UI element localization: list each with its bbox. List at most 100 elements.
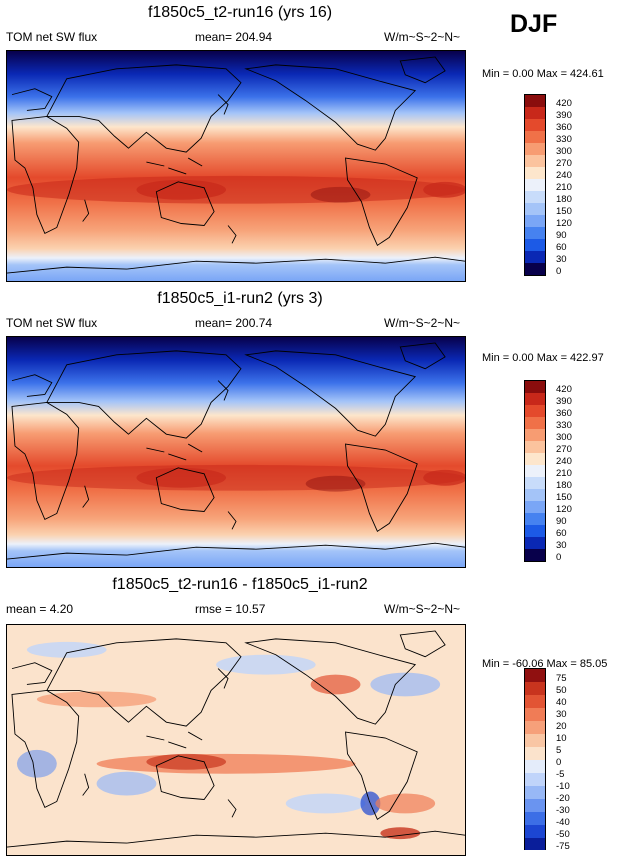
panel1-minmax: Min = 0.00 Max = 424.61 xyxy=(482,68,604,80)
panel1-units-label: W/m~S~2~N~ xyxy=(384,30,461,44)
panel3-tick-label: 0 xyxy=(556,757,562,768)
panel1-colorbar-bin xyxy=(525,131,545,143)
panel1-colorbar-bin xyxy=(525,191,545,203)
panel3-neg-patch xyxy=(16,749,57,778)
panel1-colorbar-bin xyxy=(525,239,545,251)
panel2-coast-north-america xyxy=(244,350,417,437)
panel3-tick-label: -20 xyxy=(556,793,570,804)
panel3-neg-patch xyxy=(26,641,107,658)
panel2-units-label: W/m~S~2~N~ xyxy=(384,316,461,330)
panel1-tick-label: 270 xyxy=(556,158,572,169)
panel1-mean-label: mean= 204.94 xyxy=(195,30,273,44)
panel2-title: f1850c5_i1-run2 (yrs 3) xyxy=(157,290,323,307)
panel1-coast-greenland xyxy=(399,56,446,84)
panel2-mean-label: mean= 200.74 xyxy=(195,316,273,330)
panel3-tick-label: 50 xyxy=(556,685,567,696)
panel3-coast-south-america xyxy=(345,731,418,820)
panel1-tick-label: 300 xyxy=(556,146,572,157)
panel2-tick-label: 420 xyxy=(556,384,572,395)
panel1-title: f1850c5_t2-run16 (yrs 16) xyxy=(147,4,333,21)
panel1-coast-japan xyxy=(217,94,229,115)
panel1-coast-new-zealand xyxy=(227,225,237,244)
panel1-colorbar-bin xyxy=(525,251,545,263)
panel1-colorbar-bin xyxy=(525,179,545,191)
panel1-coast-africa xyxy=(11,115,80,235)
panel3-tick-label: 20 xyxy=(556,721,567,732)
panel2-colorbar-bin xyxy=(525,381,545,393)
panel3-map xyxy=(6,624,466,856)
panel2-tick-label: 390 xyxy=(556,396,572,407)
panel1-colorbar-bin xyxy=(525,95,545,107)
panel3-tick-label: 75 xyxy=(556,673,567,684)
panel3-pos-patch xyxy=(146,753,227,770)
panel3-coast-greenland xyxy=(399,630,446,658)
panel1-coast-south-america xyxy=(345,157,418,246)
panel3-colorbar-bin xyxy=(525,773,545,786)
panel2-minmax: Min = 0.00 Max = 422.97 xyxy=(482,352,604,364)
panel2-colorbar xyxy=(524,380,546,562)
panel1-tick-label: 180 xyxy=(556,194,572,205)
panel2-colorbar-bin xyxy=(525,525,545,537)
panel3-tick-label: -30 xyxy=(556,805,570,816)
panel3-coast-japan xyxy=(217,668,229,689)
panel1-colorbar-bin xyxy=(525,203,545,215)
panel2-tick-label: 330 xyxy=(556,420,572,431)
panel2-tick-label: 210 xyxy=(556,468,572,479)
panel3-colorbar-bin xyxy=(525,747,545,760)
panel3-neg-patch xyxy=(216,654,316,675)
panel3-map-svg xyxy=(7,625,465,855)
panel2-tick-label: 180 xyxy=(556,480,572,491)
panel2-tick-label: 120 xyxy=(556,504,572,515)
panel2-coast-antarctica xyxy=(7,542,465,560)
panel2-map-svg xyxy=(7,337,465,567)
panel3-colorbar-bin xyxy=(525,786,545,799)
panel1-atlantic-max xyxy=(423,181,465,198)
panel2-colorbar-bin xyxy=(525,489,545,501)
panel3-neg-patch xyxy=(96,771,157,796)
panel1-tick-label: 210 xyxy=(556,182,572,193)
panel3-colorbar-bin xyxy=(525,734,545,747)
panel2-coast-europe xyxy=(11,374,53,397)
panel1-colorbar-bin xyxy=(525,155,545,167)
panel1-coast-eurasia xyxy=(46,64,242,153)
panel3-units-label: W/m~S~2~N~ xyxy=(384,602,461,616)
panel2-tick-label: 150 xyxy=(556,492,572,503)
panel1-tick-label: 360 xyxy=(556,122,572,133)
panel2-tick-label: 60 xyxy=(556,528,567,539)
panel2-map xyxy=(6,336,466,568)
panel2-atlantic-max xyxy=(423,469,465,486)
panel3-anomaly-patches xyxy=(16,641,441,840)
panel3-colorbar-bin xyxy=(525,825,545,838)
panel2-coast-japan xyxy=(217,380,229,401)
panel3-tick-label: 30 xyxy=(556,709,567,720)
panel3-coast-indonesia xyxy=(146,731,203,749)
panel3-tick-label: -5 xyxy=(556,769,565,780)
panel1-colorbar-bin xyxy=(525,263,545,275)
panel3-neg-patch xyxy=(370,672,441,697)
panel3-pos-patch xyxy=(375,793,436,814)
panel1-colorbar-bin xyxy=(525,215,545,227)
panel2-coastlines xyxy=(7,342,465,560)
panel2-colorbar-bin xyxy=(525,549,545,561)
season-label: DJF xyxy=(510,10,558,38)
panel3-coast-madagascar xyxy=(82,773,90,796)
panel3-tick-label: -40 xyxy=(556,817,570,828)
panel2-colorbar-bin xyxy=(525,465,545,477)
panel2-colorbar-bin xyxy=(525,537,545,549)
panel3-colorbar-bin xyxy=(525,708,545,721)
panel1-tick-label: 120 xyxy=(556,218,572,229)
panel1-coast-antarctica xyxy=(7,256,465,274)
panel2-colorbar-bin xyxy=(525,441,545,453)
panel3-coastlines xyxy=(7,630,465,848)
panel3-neg-patch xyxy=(285,793,366,814)
panel3-colorbar-bin xyxy=(525,799,545,812)
panel2-tick-label: 240 xyxy=(556,456,572,467)
panel3-title: f1850c5_t2-run16 - f1850c5_i1-run2 xyxy=(112,576,368,593)
panel1-colorbar-bin xyxy=(525,143,545,155)
panel3-minmax: Min = -60.06 Max = 85.05 xyxy=(482,658,608,670)
panel3-pos-patch xyxy=(96,753,356,774)
panel2-colorbar-bin xyxy=(525,477,545,489)
panel1-warmpool xyxy=(136,179,227,200)
panel3-tick-label: -50 xyxy=(556,829,570,840)
panel3-pos-patch xyxy=(310,674,361,695)
